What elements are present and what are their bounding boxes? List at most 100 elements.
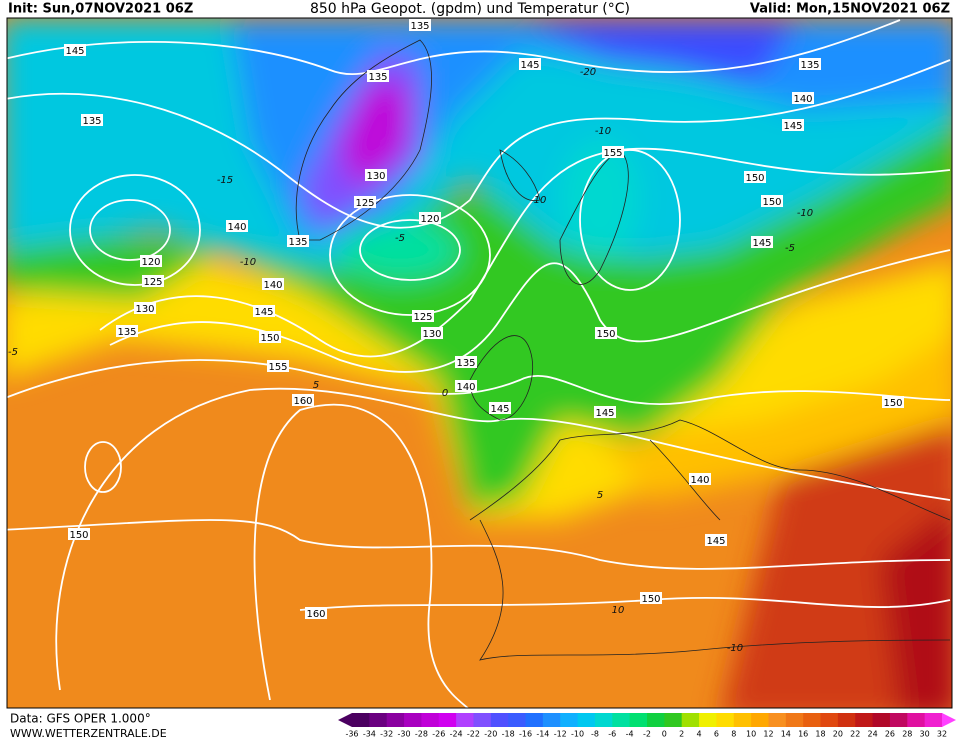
color-bar-label: 28 <box>902 730 912 739</box>
color-bar-label: -8 <box>591 730 599 739</box>
website: WWW.WETTERZENTRALE.DE <box>10 727 167 740</box>
color-bar-label: -10 <box>571 730 584 739</box>
color-bar-label: 26 <box>885 730 895 739</box>
color-bar-label: -28 <box>415 730 428 739</box>
geopotential-label: 145 <box>706 536 725 547</box>
contour-labels: 135 145 135 145 135 140 145 135 155 130 150 125 150 1… <box>8 19 904 654</box>
geopotential-label: 125 <box>143 277 162 288</box>
color-bar-label: 32 <box>937 730 947 739</box>
color-bar-label: -16 <box>519 730 532 739</box>
color-bar-label: 22 <box>850 730 860 739</box>
temperature-label: -20 <box>580 67 596 78</box>
geopotential-label: 150 <box>641 594 660 605</box>
geopotential-label: 150 <box>69 530 88 541</box>
temperature-label: -10 <box>797 208 813 219</box>
color-swatch <box>907 713 926 727</box>
geopotential-label: 145 <box>520 60 539 71</box>
label-box <box>64 44 86 56</box>
label-box <box>81 114 103 126</box>
data-source: Data: GFS OPER 1.000° <box>10 712 151 726</box>
color-swatch <box>803 713 822 727</box>
color-swatch <box>386 713 405 727</box>
color-swatch <box>889 713 908 727</box>
color-swatch <box>456 713 474 727</box>
geopotential-label: 130 <box>422 329 441 340</box>
color-swatch <box>647 713 665 727</box>
temperature-label: -5 <box>8 347 18 358</box>
color-swatch <box>404 713 422 727</box>
label-box <box>455 356 477 368</box>
color-bar-label: -20 <box>484 730 497 739</box>
label-box <box>602 146 624 158</box>
label-box <box>292 394 314 406</box>
temperature-label: -5 <box>785 243 795 254</box>
color-bar-label: 12 <box>763 730 773 739</box>
label-box <box>354 196 376 208</box>
label-box <box>287 235 309 247</box>
geopotential-label: 125 <box>355 198 374 209</box>
temperature-label: 10 <box>534 195 547 206</box>
geopotential-label: 135 <box>82 116 101 127</box>
geopotential-label: 140 <box>456 382 475 393</box>
label-box <box>68 528 90 540</box>
color-swatch <box>577 713 596 727</box>
geopotential-label: 135 <box>288 237 307 248</box>
label-box <box>142 275 164 287</box>
label-box <box>705 534 727 546</box>
label-box <box>744 171 766 183</box>
color-swatch <box>560 713 579 727</box>
color-swatch <box>352 713 370 727</box>
init-time: Init: Sun,07NOV2021 06Z <box>8 2 193 17</box>
geopotential-label: 135 <box>410 21 429 32</box>
label-box <box>882 396 904 408</box>
geopotential-label: 145 <box>783 121 802 132</box>
color-bar-label: -12 <box>554 730 567 739</box>
geopotential-label: 160 <box>293 396 312 407</box>
label-box <box>761 195 783 207</box>
geopotential-label: 150 <box>745 173 764 184</box>
label-box <box>140 255 162 267</box>
geopotential-label: 150 <box>260 333 279 344</box>
color-swatch <box>751 713 769 727</box>
map-title: 850 hPa Geopot. (gpdm) und Temperatur (°… <box>310 1 630 17</box>
geopotential-label: 120 <box>141 257 160 268</box>
color-swatch <box>629 713 648 727</box>
label-box <box>267 360 289 372</box>
label-box <box>116 325 138 337</box>
map-area: 135 145 135 145 135 140 145 135 155 130 150 125 150 1… <box>7 18 952 708</box>
temperature-label: -10 <box>240 257 256 268</box>
color-bar-label: 2 <box>679 730 684 739</box>
color-bar-label: -2 <box>643 730 651 739</box>
label-box <box>365 169 387 181</box>
color-bar-label: -6 <box>608 730 616 739</box>
color-bar-label: -26 <box>432 730 445 739</box>
color-swatch <box>594 713 613 727</box>
color-bar-label: 16 <box>798 730 808 739</box>
color-swatch <box>820 713 839 727</box>
geopotential-label: 155 <box>603 148 622 159</box>
color-swatch <box>612 713 631 727</box>
label-box <box>305 607 327 619</box>
label-box <box>412 310 434 322</box>
label-box <box>519 58 541 70</box>
color-swatch <box>924 713 943 727</box>
color-bar: -36 -34 -32 -30 -28 -26 -24 -22 -20 -18 -16 -14 -12-… <box>338 713 956 739</box>
temperature-label: -10 <box>595 126 611 137</box>
temperature-label: 10 <box>612 605 625 616</box>
color-bar-label: 8 <box>731 730 736 739</box>
color-swatch <box>473 713 492 727</box>
geopotential-label: 145 <box>752 238 771 249</box>
color-bar-arrow-left <box>338 713 352 727</box>
color-bar-arrow-right <box>942 713 956 727</box>
temperature-label: -10 <box>727 643 743 654</box>
color-bar-label: 4 <box>697 730 702 739</box>
color-swatch <box>681 713 700 727</box>
geopotential-label: 160 <box>306 609 325 620</box>
color-swatch <box>716 713 735 727</box>
color-swatch <box>664 713 683 727</box>
geopotential-label: 135 <box>117 327 136 338</box>
coastlines <box>295 39 951 661</box>
geopotential-label: 145 <box>254 307 273 318</box>
geopotential-label: 130 <box>366 171 385 182</box>
